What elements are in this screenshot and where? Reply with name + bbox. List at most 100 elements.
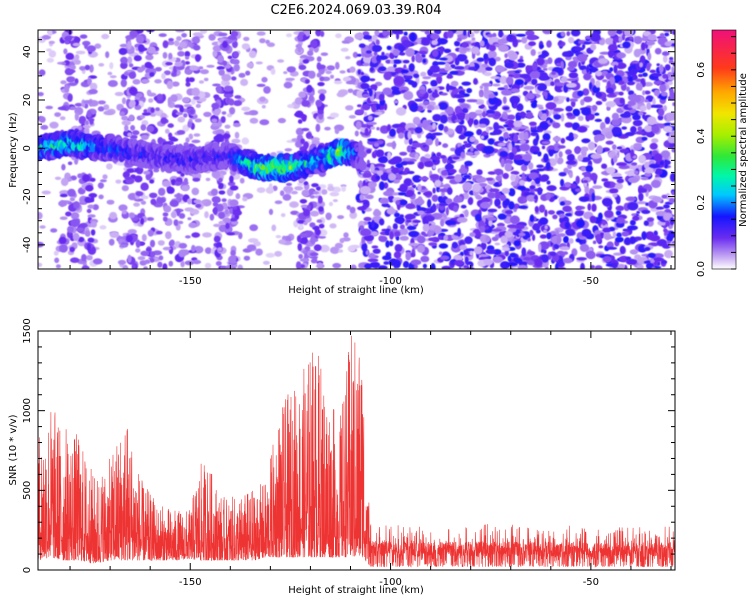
heatmap-cell bbox=[408, 63, 415, 72]
heatmap-cell bbox=[504, 231, 513, 238]
heatmap-cell bbox=[393, 75, 405, 86]
heatmap-cell bbox=[88, 193, 98, 198]
heatmap-cell bbox=[615, 236, 624, 243]
heatmap-cell bbox=[309, 210, 320, 217]
heatmap-cell bbox=[661, 51, 670, 56]
heatmap-cell bbox=[474, 213, 482, 222]
heatmap-cell bbox=[459, 244, 468, 251]
heatmap-cell bbox=[627, 169, 636, 178]
heatmap-cell bbox=[515, 33, 527, 37]
heatmap-cell bbox=[622, 41, 631, 49]
heatmap-cell bbox=[365, 50, 373, 54]
heatmap-cell bbox=[542, 133, 551, 141]
heatmap-cell bbox=[198, 66, 204, 70]
heatmap-cell bbox=[255, 248, 263, 256]
heatmap-cell bbox=[642, 113, 646, 120]
heatmap-cell bbox=[646, 116, 657, 126]
heatmap-cell bbox=[402, 260, 410, 269]
heatmap-cell bbox=[408, 242, 419, 247]
heatmap-cell bbox=[133, 202, 141, 207]
heatmap-cell bbox=[166, 185, 172, 194]
heatmap-cell bbox=[222, 60, 228, 66]
heatmap-cell bbox=[120, 56, 128, 64]
heatmap-cell bbox=[498, 30, 503, 38]
heatmap-cell bbox=[591, 104, 598, 112]
heatmap-cell bbox=[241, 137, 250, 145]
heatmap-cell bbox=[667, 71, 674, 79]
heatmap-cell bbox=[128, 63, 134, 68]
heatmap-cell bbox=[488, 219, 493, 227]
heatmap-cell bbox=[163, 205, 172, 213]
heatmap-cell bbox=[248, 50, 257, 59]
heatmap-cell bbox=[243, 255, 251, 261]
heatmap-cell bbox=[611, 126, 622, 135]
heatmap-cell bbox=[392, 59, 402, 64]
heatmap-cell bbox=[565, 105, 573, 112]
heatmap-cell bbox=[99, 179, 107, 183]
heatmap-cell bbox=[536, 183, 541, 187]
heatmap-cell bbox=[137, 256, 146, 261]
heatmap-cell bbox=[148, 98, 154, 103]
heatmap-cell bbox=[46, 57, 55, 63]
heatmap-cell bbox=[537, 51, 542, 55]
heatmap-cell bbox=[488, 93, 496, 99]
heatmap-cell bbox=[612, 193, 618, 198]
heatmap-cell bbox=[449, 70, 459, 75]
heatmap-cell bbox=[338, 89, 349, 96]
heatmap-cell bbox=[636, 264, 644, 269]
heatmap-cell bbox=[176, 192, 181, 202]
heatmap-cell bbox=[215, 241, 223, 250]
heatmap-cell bbox=[410, 182, 414, 186]
heatmap-cell bbox=[541, 254, 549, 263]
heatmap-cell bbox=[437, 196, 442, 202]
heatmap-cell bbox=[656, 63, 660, 67]
heatmap-cell bbox=[547, 210, 556, 215]
heatmap-cell bbox=[456, 217, 468, 223]
heatmap-cell bbox=[81, 254, 87, 262]
heatmap-cell bbox=[458, 134, 465, 140]
heatmap-cell bbox=[345, 105, 354, 111]
heatmap-cell bbox=[530, 101, 537, 109]
heatmap-cell bbox=[602, 79, 608, 83]
heatmap-cell bbox=[298, 64, 307, 71]
heatmap-cell bbox=[339, 238, 345, 244]
heatmap-cell bbox=[399, 52, 406, 56]
heatmap-cell bbox=[395, 235, 400, 241]
heatmap-cell bbox=[542, 30, 553, 35]
heatmap-cell bbox=[560, 76, 568, 83]
heatmap-cell bbox=[660, 91, 668, 97]
heatmap-cell bbox=[107, 80, 118, 87]
heatmap-cell bbox=[407, 127, 416, 131]
heatmap-cell bbox=[610, 172, 622, 177]
heatmap-cell bbox=[441, 265, 452, 269]
heatmap-cell bbox=[340, 184, 347, 188]
heatmap-cell bbox=[589, 172, 598, 181]
heatmap-cell bbox=[126, 40, 132, 50]
heatmap-cell bbox=[469, 136, 476, 143]
heatmap-cell bbox=[399, 224, 405, 230]
heatmap-cell bbox=[644, 99, 649, 103]
heatmap-cell bbox=[558, 172, 567, 177]
heatmap-cell bbox=[149, 192, 158, 199]
heatmap-cell bbox=[488, 44, 497, 52]
heatmap-cell bbox=[511, 73, 523, 79]
heatmap-cell bbox=[64, 172, 71, 180]
heatmap-cell bbox=[644, 125, 653, 133]
heatmap-cell bbox=[638, 111, 644, 116]
heatmap-cell bbox=[513, 103, 517, 109]
heatmap-cell bbox=[86, 243, 91, 251]
heatmap-cell bbox=[310, 39, 318, 48]
heatmap-cell bbox=[453, 66, 465, 70]
heatmap-cell bbox=[453, 260, 464, 266]
heatmap-cell bbox=[199, 69, 209, 75]
heatmap-cell bbox=[624, 237, 631, 246]
heatmap-cell bbox=[629, 249, 639, 255]
heatmap-cell bbox=[568, 36, 575, 44]
heatmap-cell bbox=[544, 209, 548, 217]
heatmap-cell bbox=[294, 186, 304, 191]
heatmap-cell bbox=[436, 75, 443, 84]
heatmap-cell bbox=[422, 263, 427, 269]
heatmap-cell bbox=[283, 185, 294, 193]
heatmap-cell bbox=[486, 109, 495, 115]
heatmap-cell bbox=[500, 235, 508, 244]
